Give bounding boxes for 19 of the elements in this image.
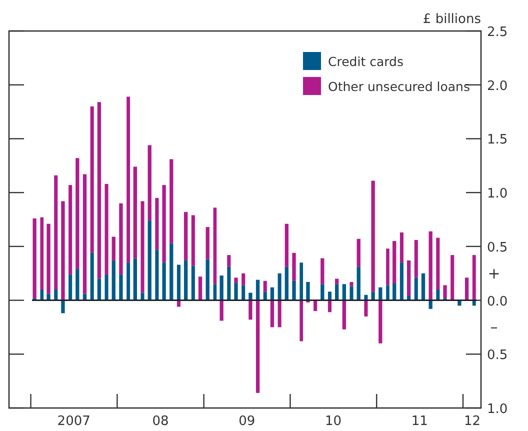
x-tick-label: 09: [238, 414, 256, 429]
legend-label: Other unsecured loans: [328, 79, 470, 94]
y-tick-label: 2.0: [487, 78, 508, 94]
x-tick-label: 10: [325, 414, 342, 429]
text: –: [490, 318, 498, 336]
text: +: [488, 264, 500, 282]
y-tick-label: 0.0: [487, 294, 508, 310]
y-axis-title: £ billions: [422, 12, 482, 27]
y-tick-label: 1.0: [487, 402, 508, 417]
y-tick-label: 0.5: [487, 240, 508, 256]
y-tick-label: 1.5: [487, 132, 508, 148]
x-tick-label: 2007: [57, 414, 90, 429]
x-tick-label: 08: [152, 414, 169, 429]
x-tick-label: 11: [411, 414, 428, 429]
y-tick-label: 1.0: [487, 186, 508, 202]
x-tick-label: 12: [464, 414, 481, 429]
y-tick-label: 2.5: [487, 25, 508, 40]
y-tick-label: 0.5: [487, 348, 508, 364]
legend-label: Credit cards: [328, 54, 404, 69]
